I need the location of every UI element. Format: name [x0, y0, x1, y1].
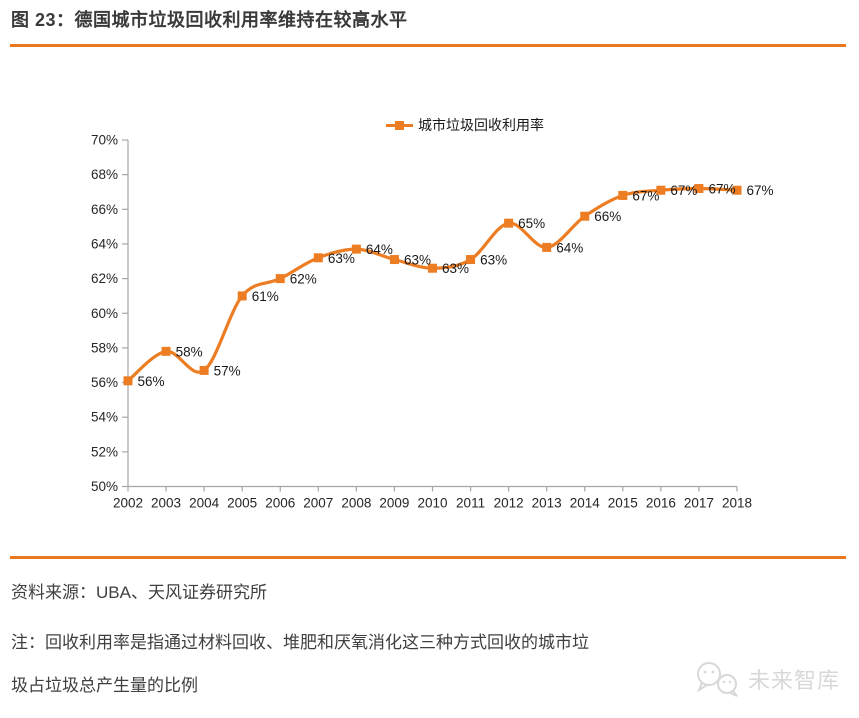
- figure-title: 图 23：德国城市垃圾回收利用率维持在较高水平: [11, 10, 408, 30]
- svg-text:60%: 60%: [91, 306, 118, 321]
- svg-text:64%: 64%: [91, 236, 118, 251]
- svg-text:2011: 2011: [456, 496, 485, 511]
- svg-text:62%: 62%: [91, 271, 118, 286]
- svg-text:63%: 63%: [442, 261, 469, 276]
- svg-text:61%: 61%: [252, 289, 279, 304]
- svg-text:68%: 68%: [91, 167, 118, 182]
- svg-text:67%: 67%: [632, 188, 659, 203]
- svg-text:2010: 2010: [417, 496, 447, 511]
- data-labels: 56% 58% 57% 61% 62% 63% 64% 63% 63% 63% 65% 64% 66% 6…: [138, 182, 774, 389]
- figure-note: 注：回收利用率是指通过材料回收、堆肥和厌氧消化这三种方式回收的城市垃 圾占垃圾总…: [11, 621, 589, 707]
- svg-text:66%: 66%: [91, 202, 118, 217]
- svg-text:2014: 2014: [570, 496, 601, 511]
- svg-text:2013: 2013: [532, 496, 562, 511]
- svg-text:63%: 63%: [328, 251, 355, 266]
- svg-text:70%: 70%: [91, 133, 118, 148]
- svg-text:66%: 66%: [594, 209, 621, 224]
- svg-text:2006: 2006: [265, 496, 295, 511]
- svg-text:2003: 2003: [151, 496, 181, 511]
- svg-text:62%: 62%: [290, 272, 317, 287]
- series-markers: [123, 184, 742, 386]
- recycling-rate-line-chart: 70%68%66%64%62%60%58%56%54%52%50%2002 200…: [91, 133, 774, 511]
- watermark: 未来智库: [694, 660, 840, 698]
- svg-text:65%: 65%: [518, 216, 545, 231]
- chat-bubbles-icon: [696, 662, 738, 697]
- svg-text:67%: 67%: [747, 183, 774, 198]
- svg-text:2007: 2007: [303, 496, 333, 511]
- svg-text:2009: 2009: [379, 496, 409, 511]
- legend-series-label: 城市垃圾回收利用率: [418, 117, 544, 133]
- note-line-1: 注：回收利用率是指通过材料回收、堆肥和厌氧消化这三种方式回收的城市垃: [11, 633, 589, 652]
- svg-text:52%: 52%: [91, 444, 118, 459]
- source-divider: [10, 556, 846, 559]
- svg-text:57%: 57%: [214, 363, 241, 378]
- svg-text:2004: 2004: [189, 496, 220, 511]
- y-axis-ticks: 70% 68% 66% 64% 62% 60% 58% 56% 54% 52% 50%: [91, 133, 128, 494]
- series-line: [126, 186, 739, 383]
- svg-text:2016: 2016: [646, 496, 676, 511]
- svg-text:2015: 2015: [608, 496, 638, 511]
- svg-text:2002: 2002: [113, 496, 143, 511]
- chart-legend: 城市垃圾回收利用率: [386, 115, 544, 135]
- note-line-2: 圾占垃圾总产生量的比例: [11, 676, 198, 695]
- svg-text:64%: 64%: [556, 240, 583, 255]
- svg-text:54%: 54%: [91, 410, 118, 425]
- svg-text:58%: 58%: [176, 344, 203, 359]
- svg-text:56%: 56%: [138, 374, 165, 389]
- svg-text:67%: 67%: [708, 182, 735, 197]
- svg-text:63%: 63%: [404, 253, 431, 268]
- svg-text:2008: 2008: [341, 496, 371, 511]
- legend-square-marker-icon: [395, 120, 404, 130]
- svg-text:58%: 58%: [91, 340, 118, 355]
- svg-text:56%: 56%: [91, 375, 118, 390]
- svg-text:63%: 63%: [480, 253, 507, 268]
- svg-text:2012: 2012: [494, 496, 524, 511]
- x-axis-ticks: 2002 2003 2004 2005 2006 2007 2008 2009 2010 2011…: [113, 486, 752, 511]
- legend-line-marker-icon: [386, 120, 413, 130]
- svg-text:2017: 2017: [684, 496, 714, 511]
- svg-text:50%: 50%: [91, 479, 118, 494]
- title-divider: [10, 44, 846, 47]
- svg-text:64%: 64%: [366, 242, 393, 257]
- svg-text:2018: 2018: [722, 496, 752, 511]
- watermark-text: 未来智库: [748, 668, 841, 693]
- source-line: 资料来源：UBA、天风证券研究所: [11, 583, 267, 602]
- svg-text:67%: 67%: [670, 183, 697, 198]
- svg-text:2005: 2005: [227, 496, 257, 511]
